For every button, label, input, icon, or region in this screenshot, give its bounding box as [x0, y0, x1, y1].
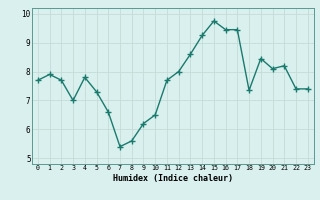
X-axis label: Humidex (Indice chaleur): Humidex (Indice chaleur)	[113, 174, 233, 183]
